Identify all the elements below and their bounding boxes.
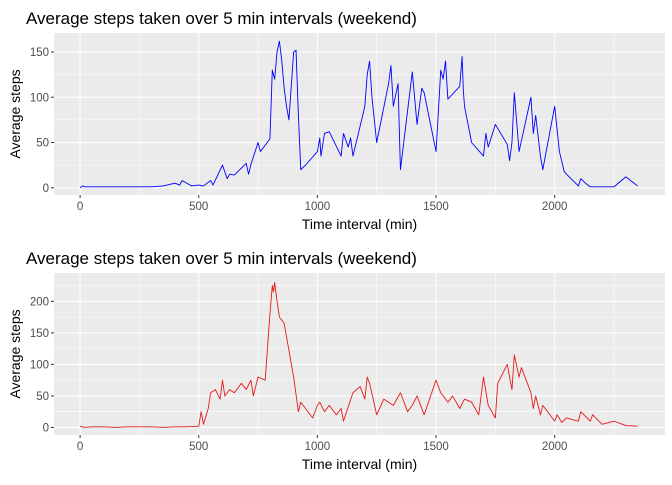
tick-labels: 0 500 1000 1500 2000 0 50 100 150 xyxy=(30,47,568,213)
chart-weekend-red: Average steps taken over 5 min intervals… xyxy=(7,249,665,472)
plot-background xyxy=(54,273,665,435)
x-tick-label: 1500 xyxy=(423,201,449,213)
y-tick-label: 100 xyxy=(30,359,49,371)
x-tick-label: 2000 xyxy=(542,441,568,453)
y-tick-label: 50 xyxy=(36,391,49,403)
y-axis-title: Average steps xyxy=(7,69,23,158)
y-tick-label: 0 xyxy=(43,183,49,195)
x-tick-label: 500 xyxy=(189,441,208,453)
x-tick-label: 1000 xyxy=(305,441,331,453)
y-tick-label: 150 xyxy=(30,47,49,59)
x-tick-label: 2000 xyxy=(542,201,568,213)
x-tick-label: 1500 xyxy=(423,441,449,453)
x-axis-title: Time interval (min) xyxy=(302,216,417,232)
chart-title: Average steps taken over 5 min intervals… xyxy=(26,249,417,268)
tick-labels: 0 500 1000 1500 2000 0 50 100 150 200 xyxy=(30,296,568,453)
series-line-group xyxy=(79,40,638,189)
y-tick-label: 0 xyxy=(43,422,49,434)
gridlines xyxy=(54,273,665,435)
x-tick-label: 0 xyxy=(77,201,83,213)
x-tick-label: 1000 xyxy=(305,201,331,213)
series-line-group xyxy=(79,282,638,428)
x-tick-label: 0 xyxy=(77,441,83,453)
y-tick-label: 200 xyxy=(30,296,49,308)
y-axis-title: Average steps xyxy=(7,309,23,398)
chart-weekend-blue: Average steps taken over 5 min intervals… xyxy=(7,9,665,232)
x-axis-title: Time interval (min) xyxy=(302,456,417,472)
x-tick-label: 500 xyxy=(189,201,208,213)
chart-title: Average steps taken over 5 min intervals… xyxy=(26,9,417,28)
gridlines xyxy=(54,33,665,195)
series-line xyxy=(79,40,638,189)
y-tick-label: 150 xyxy=(30,328,49,340)
y-tick-label: 50 xyxy=(36,138,49,150)
series-line xyxy=(79,282,638,428)
y-tick-label: 100 xyxy=(30,92,49,104)
plot-background xyxy=(54,33,665,195)
